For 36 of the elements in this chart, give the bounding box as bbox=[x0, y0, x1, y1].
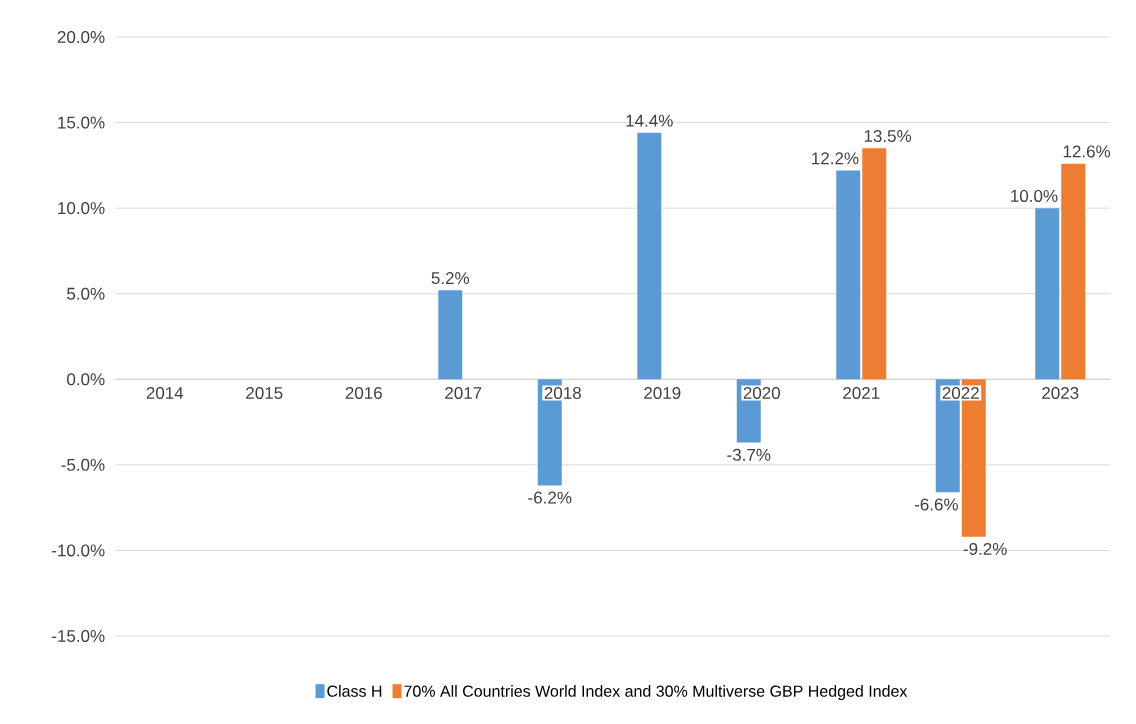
x-tick-label: 2017 bbox=[445, 386, 482, 400]
x-tick-label: 2020 bbox=[743, 386, 781, 400]
x-tick-label: 2016 bbox=[345, 386, 382, 400]
data-label: 5.2% bbox=[431, 272, 470, 285]
data-label: -6.2% bbox=[528, 491, 572, 504]
data-label: -3.7% bbox=[727, 448, 771, 461]
data-label: 14.4% bbox=[626, 114, 673, 127]
y-tick-label: -10.0% bbox=[52, 544, 105, 557]
legend-label: 70% All Countries World Index and 30% Multiverse GBP Hedged Index bbox=[404, 685, 908, 701]
x-tick-label: 2021 bbox=[843, 386, 880, 400]
data-label: 10.0% bbox=[1011, 189, 1058, 202]
data-label: 12.6% bbox=[1063, 145, 1111, 158]
bar bbox=[1061, 163, 1086, 380]
x-tick-label: 2014 bbox=[146, 386, 184, 400]
x-tick-label: 2019 bbox=[644, 386, 681, 400]
x-tick-label: 2015 bbox=[246, 386, 283, 400]
y-tick-label: 5.0% bbox=[67, 287, 105, 300]
y-tick-label: -15.0% bbox=[52, 629, 105, 643]
data-label: 13.5% bbox=[864, 129, 912, 143]
y-tick-label: 10.0% bbox=[58, 202, 105, 215]
y-tick-label: -5.0% bbox=[61, 458, 105, 471]
data-label: -9.2% bbox=[963, 542, 1007, 555]
bar bbox=[438, 290, 463, 380]
x-tick-label: 2023 bbox=[1042, 386, 1079, 400]
data-label: 12.2% bbox=[812, 152, 859, 165]
legend-label: Class H bbox=[327, 685, 382, 697]
y-tick-label: 0.0% bbox=[67, 373, 105, 386]
bar bbox=[637, 132, 662, 380]
data-label: -6.6% bbox=[914, 498, 958, 511]
bar bbox=[836, 170, 861, 380]
x-tick-label: 2022 bbox=[942, 386, 979, 400]
bar bbox=[1035, 208, 1060, 380]
bar bbox=[862, 148, 887, 380]
y-tick-label: 15.0% bbox=[58, 116, 105, 129]
x-tick-label: 2018 bbox=[544, 386, 581, 400]
y-tick-label: 20.0% bbox=[57, 30, 105, 44]
